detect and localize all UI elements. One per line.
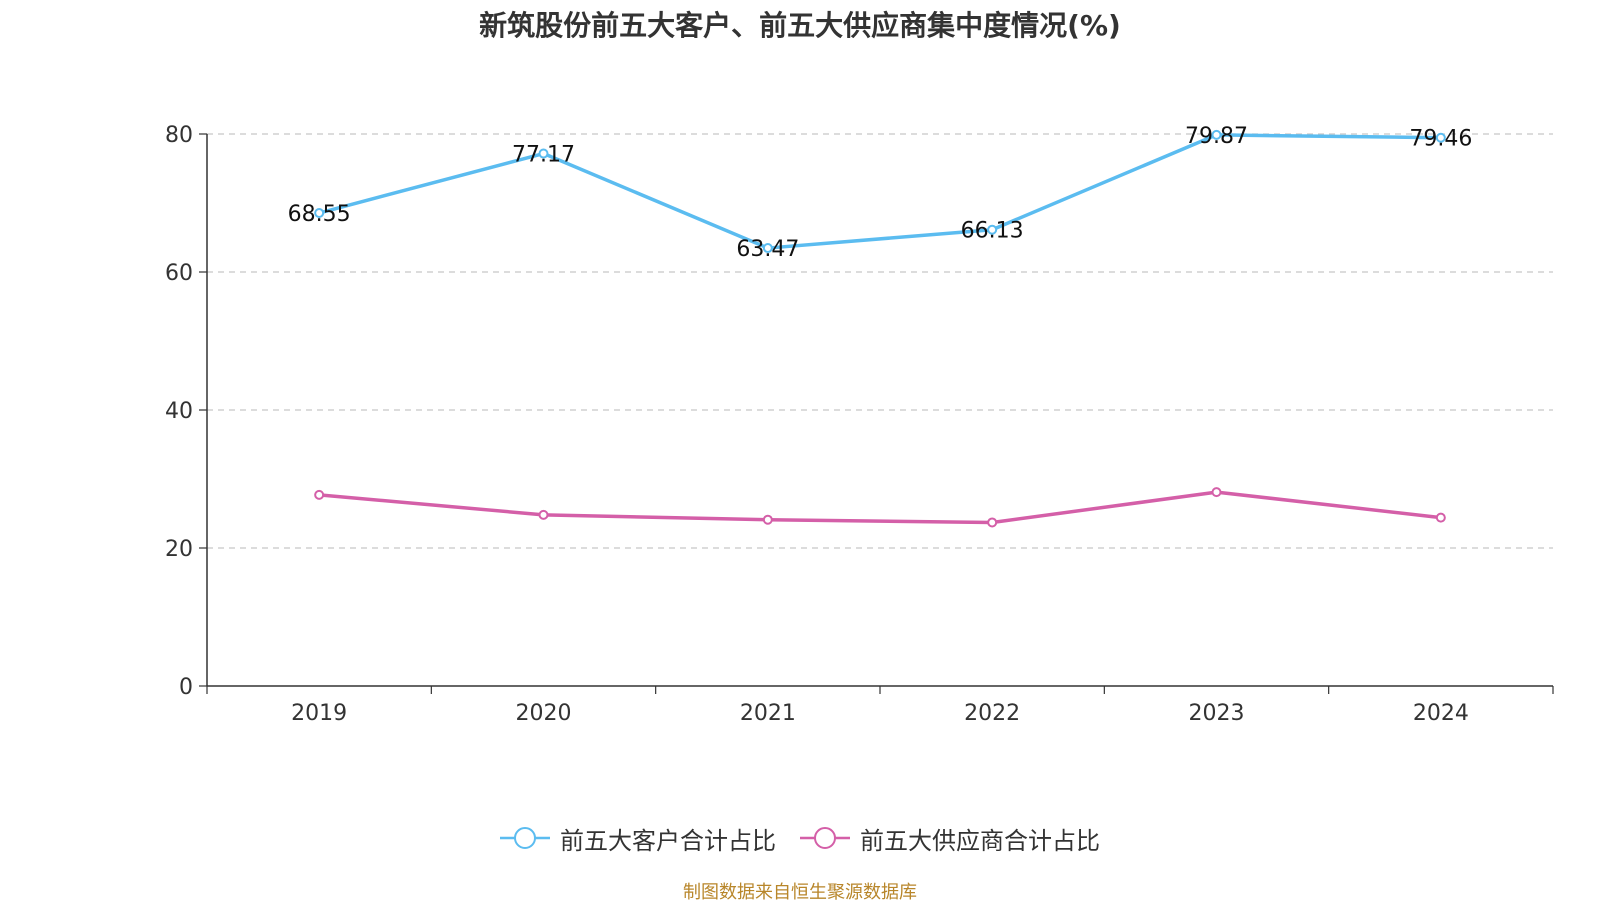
legend-swatch-icon xyxy=(800,827,850,849)
y-tick-label: 20 xyxy=(165,537,193,562)
x-tick-label: 2019 xyxy=(291,701,347,726)
source-note: 制图数据来自恒生聚源数据库 xyxy=(683,882,917,903)
series-lines xyxy=(314,129,1446,528)
series-line-0 xyxy=(318,133,1441,250)
data-point xyxy=(987,224,998,235)
data-point xyxy=(1211,487,1222,498)
series-line-1 xyxy=(319,490,1442,525)
legend-label: 前五大供应商合计占比 xyxy=(860,826,1100,855)
data-point xyxy=(538,148,549,159)
x-tick-label: 2023 xyxy=(1189,701,1245,726)
grid-lines xyxy=(207,133,1553,549)
data-label: 77.17 xyxy=(512,143,575,168)
data-label: 68.55 xyxy=(288,202,351,227)
x-tick-label: 2022 xyxy=(964,701,1020,726)
legend-swatch-icon xyxy=(500,827,550,849)
x-tick-label: 2021 xyxy=(740,701,796,726)
legend-item[interactable]: 前五大供应商合计占比 xyxy=(800,821,1100,856)
x-tick-label: 2020 xyxy=(516,701,572,726)
data-point xyxy=(762,243,773,254)
x-tick-label: 2024 xyxy=(1413,701,1469,726)
data-point xyxy=(1435,512,1446,523)
data-point xyxy=(1211,129,1222,140)
data-label: 63.47 xyxy=(736,237,799,262)
data-label: 79.87 xyxy=(1185,124,1248,149)
data-point xyxy=(1435,132,1446,143)
y-tick-label: 0 xyxy=(179,675,193,700)
chart-title: 新筑股份前五大客户、前五大供应商集中度情况(%) xyxy=(479,9,1121,42)
data-label: 66.13 xyxy=(961,219,1024,244)
y-tick-label: 40 xyxy=(165,399,193,424)
data-point xyxy=(314,489,325,500)
legend-item[interactable]: 前五大客户合计占比 xyxy=(500,821,776,856)
data-label: 79.46 xyxy=(1409,127,1472,152)
data-point xyxy=(314,208,325,219)
y-tick-label: 80 xyxy=(165,123,193,148)
y-tick-label: 60 xyxy=(165,261,193,286)
legend: 前五大客户合计占比 前五大供应商合计占比 xyxy=(0,818,1600,858)
data-point xyxy=(987,517,998,528)
data-point xyxy=(538,509,549,520)
data-point xyxy=(762,514,773,525)
legend-label: 前五大客户合计占比 xyxy=(560,826,776,855)
data-labels: 68.55 77.17 63.47 66.13 79.87 79.46 xyxy=(288,124,1473,262)
axes: 0 20 40 60 80 2019 2020 2021 2022 2023 2024 xyxy=(165,123,1554,726)
